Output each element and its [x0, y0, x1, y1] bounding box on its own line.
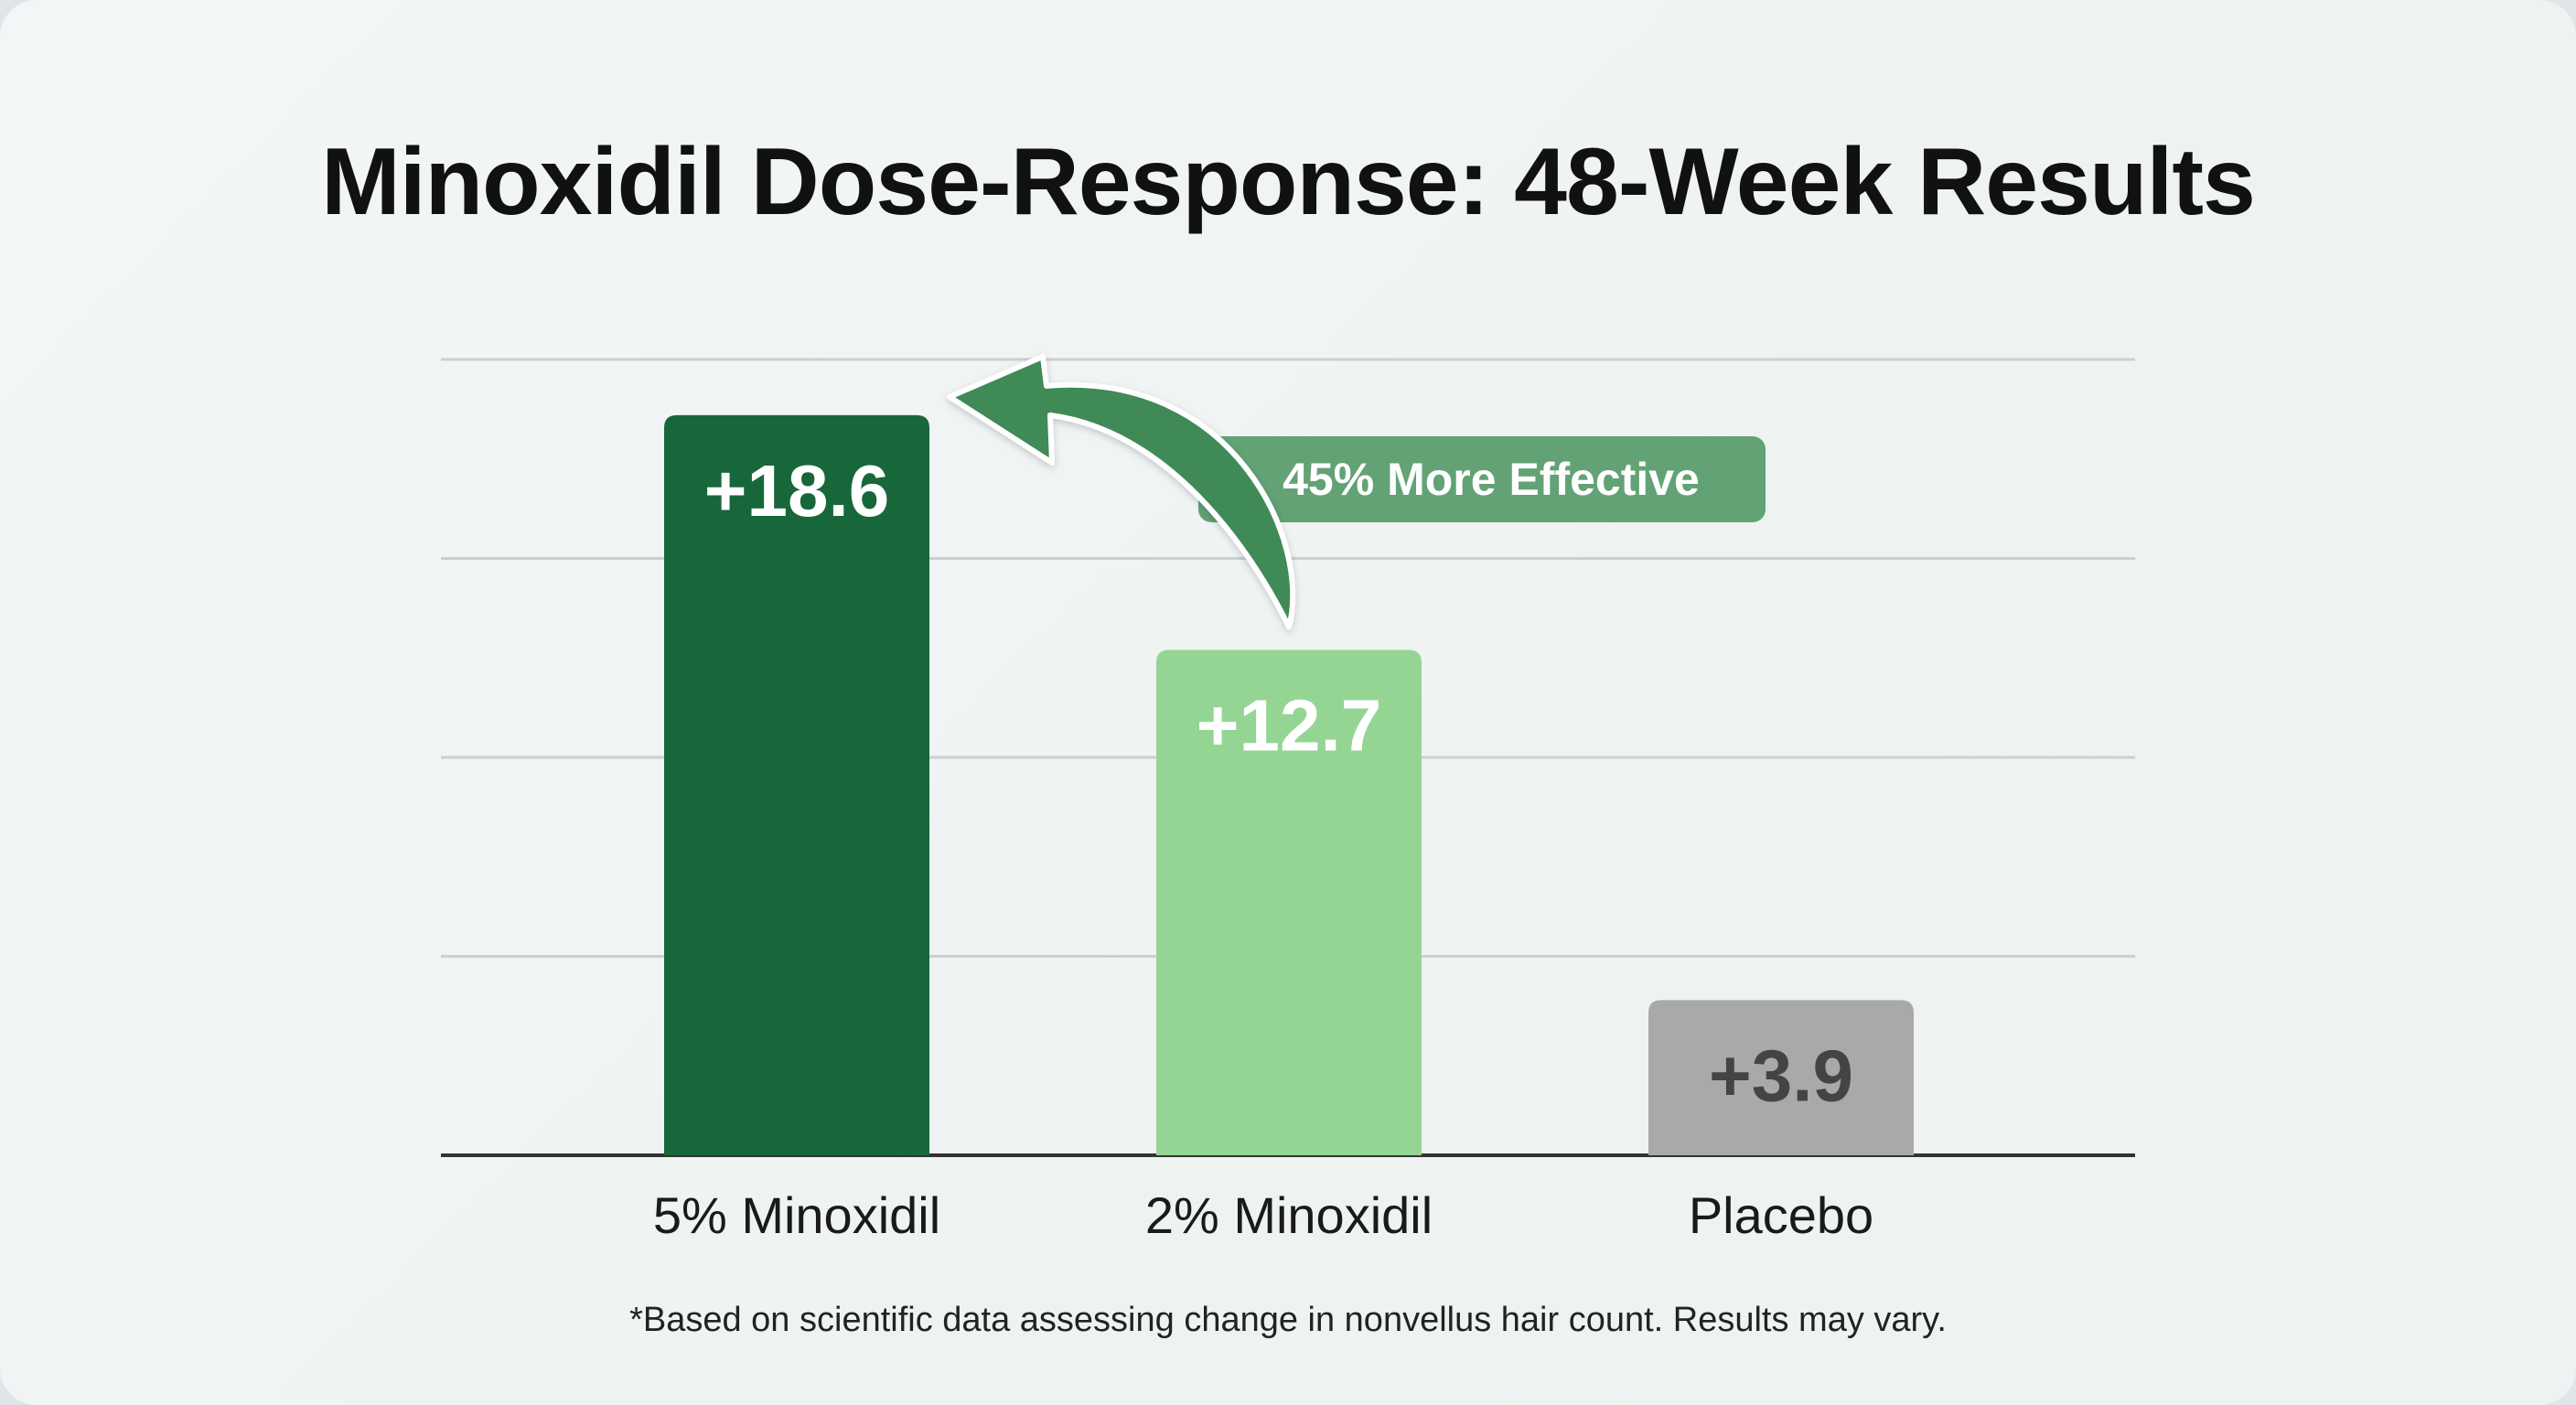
chart-title: Minoxidil Dose-Response: 48-Week Results: [321, 129, 2256, 235]
annotation-arrow: [947, 353, 1296, 630]
annotation-pill: [1198, 436, 1766, 522]
bar-value-label: +3.9: [1709, 1035, 1853, 1116]
bar-2-minoxidil: [1156, 649, 1422, 1155]
category-label: 5% Minoxidil: [653, 1186, 940, 1244]
category-label: Placebo: [1689, 1186, 1873, 1244]
annotation: 45% More Effective: [947, 353, 1766, 630]
annotation-label: 45% More Effective: [1283, 454, 1700, 505]
labels: +18.6 5% Minoxidil +12.7 2% Minoxidil +3.9 Pl…: [653, 450, 1873, 1244]
bar-5-minoxidil: [664, 414, 929, 1155]
bar-value-label: +12.7: [1197, 685, 1381, 767]
bar-placebo: [1648, 1000, 1914, 1155]
bar-value-label: +18.6: [704, 450, 889, 531]
footnote: *Based on scientific data assessing chan…: [629, 1301, 1947, 1339]
category-label: 2% Minoxidil: [1145, 1186, 1433, 1244]
bars: [664, 414, 1914, 1155]
